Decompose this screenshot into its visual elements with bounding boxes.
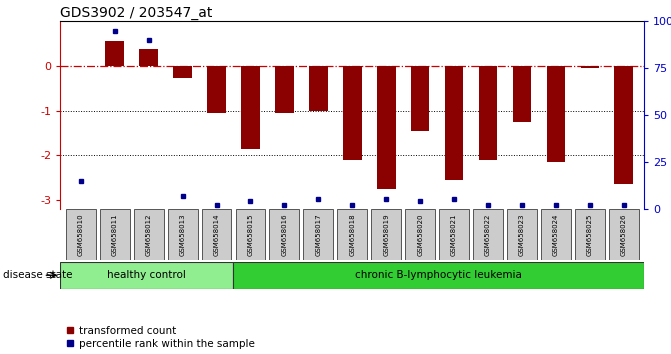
Bar bbox=[236, 209, 266, 260]
Bar bbox=[309, 66, 327, 110]
Text: GSM658025: GSM658025 bbox=[587, 213, 593, 256]
Text: GSM658019: GSM658019 bbox=[383, 213, 389, 256]
Text: GSM658026: GSM658026 bbox=[621, 213, 627, 256]
Text: GSM658024: GSM658024 bbox=[553, 213, 559, 256]
Bar bbox=[439, 209, 469, 260]
Bar bbox=[343, 66, 362, 160]
Text: GSM658014: GSM658014 bbox=[213, 213, 219, 256]
Text: GSM658010: GSM658010 bbox=[78, 213, 84, 256]
Bar bbox=[270, 209, 299, 260]
Bar bbox=[580, 66, 599, 68]
Text: chronic B-lymphocytic leukemia: chronic B-lymphocytic leukemia bbox=[356, 270, 522, 280]
Bar bbox=[371, 209, 401, 260]
Bar bbox=[207, 66, 226, 113]
Bar bbox=[575, 209, 605, 260]
Bar bbox=[478, 66, 497, 160]
Text: GSM658012: GSM658012 bbox=[146, 213, 152, 256]
Text: GSM658011: GSM658011 bbox=[111, 213, 117, 256]
Bar bbox=[241, 66, 260, 149]
Bar bbox=[338, 209, 367, 260]
Text: GSM658013: GSM658013 bbox=[180, 213, 186, 256]
Text: disease state: disease state bbox=[3, 270, 73, 280]
Text: GSM658023: GSM658023 bbox=[519, 213, 525, 256]
Text: GSM658016: GSM658016 bbox=[281, 213, 287, 256]
Bar bbox=[473, 209, 503, 260]
Bar bbox=[275, 66, 294, 113]
Bar bbox=[377, 66, 395, 189]
Legend: transformed count, percentile rank within the sample: transformed count, percentile rank withi… bbox=[66, 326, 255, 349]
Bar bbox=[507, 209, 537, 260]
Bar bbox=[303, 209, 333, 260]
Text: GSM658015: GSM658015 bbox=[248, 213, 254, 256]
Bar bbox=[66, 209, 96, 260]
Bar bbox=[105, 41, 124, 66]
Bar bbox=[60, 262, 234, 289]
Text: GSM658021: GSM658021 bbox=[451, 213, 457, 256]
Text: GSM658022: GSM658022 bbox=[485, 213, 491, 256]
Bar bbox=[445, 66, 464, 180]
Bar bbox=[173, 66, 192, 79]
Bar bbox=[541, 209, 571, 260]
Text: GSM658020: GSM658020 bbox=[417, 213, 423, 256]
Bar bbox=[134, 209, 164, 260]
Bar bbox=[405, 209, 435, 260]
Text: healthy control: healthy control bbox=[107, 270, 187, 280]
Text: GSM658018: GSM658018 bbox=[350, 213, 355, 256]
Bar bbox=[411, 66, 429, 131]
Bar bbox=[547, 66, 565, 162]
Bar bbox=[513, 66, 531, 122]
Bar bbox=[234, 262, 644, 289]
Text: GSM658017: GSM658017 bbox=[315, 213, 321, 256]
Bar bbox=[100, 209, 130, 260]
Text: GDS3902 / 203547_at: GDS3902 / 203547_at bbox=[60, 6, 213, 20]
Bar bbox=[609, 209, 639, 260]
Bar bbox=[615, 66, 633, 184]
Bar bbox=[201, 209, 231, 260]
Bar bbox=[168, 209, 197, 260]
Bar bbox=[140, 49, 158, 66]
